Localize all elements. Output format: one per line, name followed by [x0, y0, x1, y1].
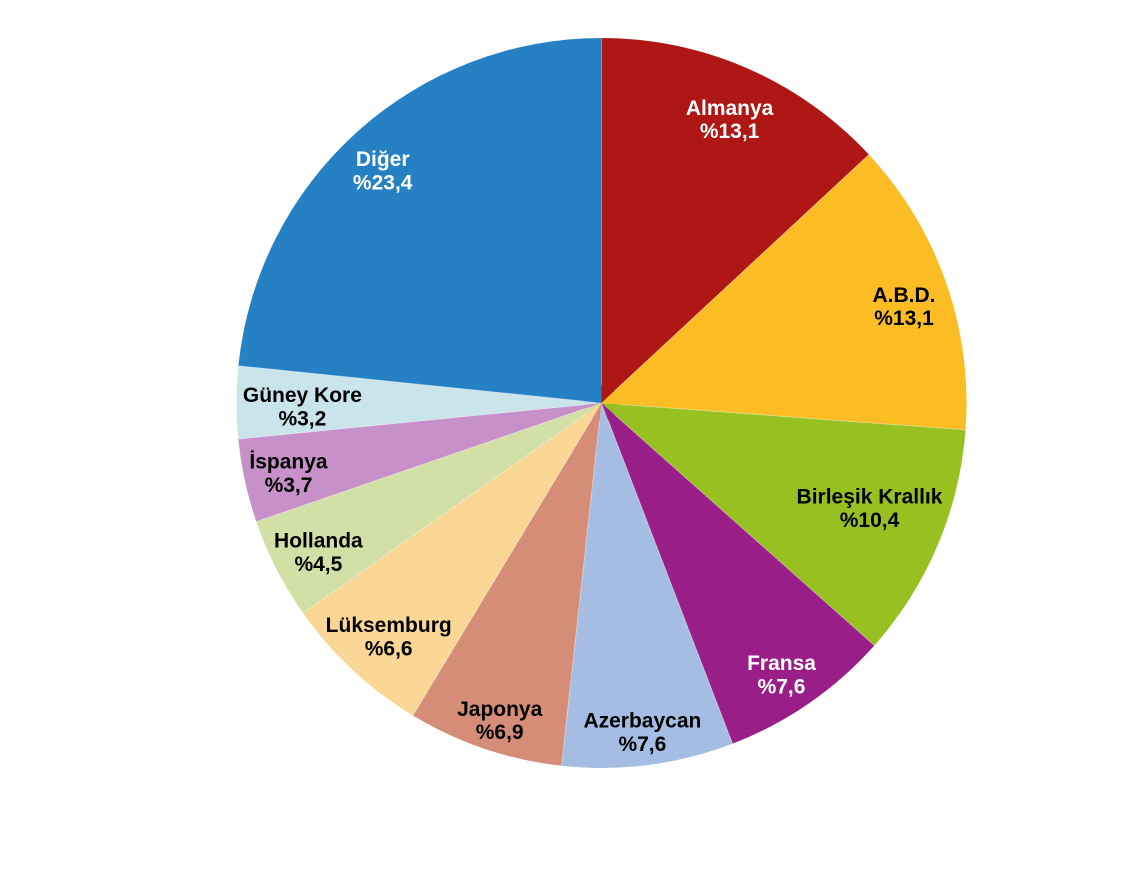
svg-text:%6,6: %6,6 [365, 638, 413, 661]
svg-text:%3,2: %3,2 [278, 407, 326, 430]
svg-text:Lüksemburg: Lüksemburg [326, 614, 452, 637]
svg-text:%6,9: %6,9 [476, 721, 524, 744]
svg-text:Güney Kore: Güney Kore [243, 384, 362, 407]
svg-text:%7,6: %7,6 [758, 675, 806, 698]
svg-text:Hollanda: Hollanda [274, 530, 363, 553]
svg-text:Azerbaycan: Azerbaycan [583, 710, 701, 733]
svg-text:Diğer: Diğer [356, 148, 410, 171]
svg-text:Almanya: Almanya [686, 97, 774, 120]
svg-text:%13,1: %13,1 [700, 120, 760, 143]
svg-text:%3,7: %3,7 [265, 474, 313, 497]
svg-text:%4,5: %4,5 [294, 553, 342, 576]
svg-text:%13,1: %13,1 [874, 307, 934, 330]
svg-text:%23,4: %23,4 [353, 171, 413, 194]
svg-text:%10,4: %10,4 [840, 509, 900, 532]
svg-text:Japonya: Japonya [457, 698, 543, 721]
svg-text:Fransa: Fransa [747, 652, 816, 675]
svg-text:İspanya: İspanya [249, 451, 328, 474]
svg-text:A.B.D.: A.B.D. [873, 284, 936, 307]
svg-text:%7,6: %7,6 [618, 733, 666, 756]
svg-text:Birleşik Krallık: Birleşik Krallık [797, 486, 943, 509]
